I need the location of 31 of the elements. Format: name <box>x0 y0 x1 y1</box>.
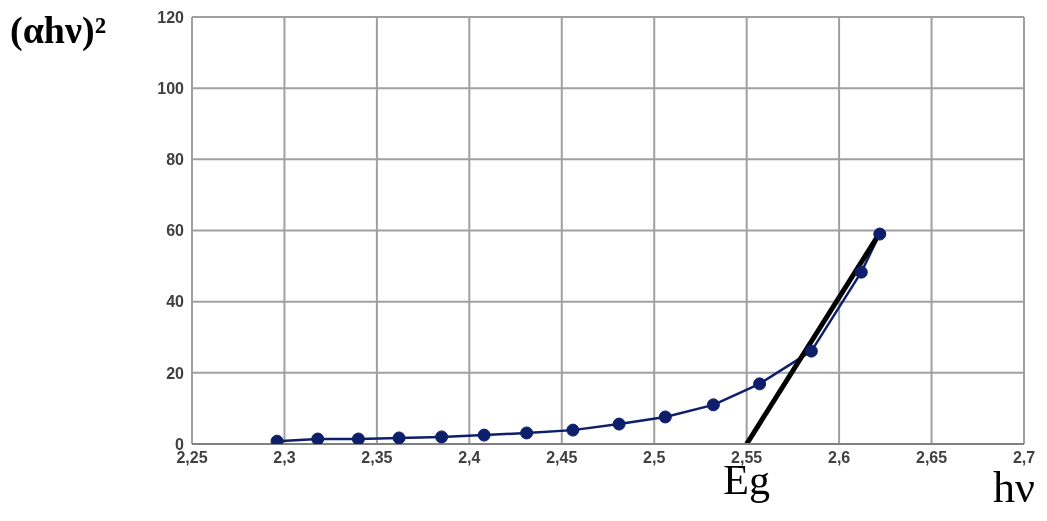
x-tick-label: 2,4 <box>458 449 481 467</box>
y-tick-label: 60 <box>166 222 185 240</box>
x-tick-label: 2,3 <box>273 449 296 467</box>
x-tick-label: 2,5 <box>643 449 666 467</box>
point <box>520 426 534 440</box>
y-tick-label: 80 <box>166 151 185 169</box>
y-tick-label: 40 <box>166 293 185 311</box>
x-tick-label: 2,7 <box>1012 449 1036 467</box>
x-tick-label: 2,35 <box>361 449 393 467</box>
y-tick-label: 100 <box>157 79 185 97</box>
point <box>311 432 325 444</box>
y-tick-label: 120 <box>157 8 185 26</box>
point <box>873 227 887 241</box>
x-tick-label: 2,6 <box>827 449 851 467</box>
point <box>804 344 818 358</box>
point <box>392 431 406 444</box>
x-tick-label: 2,25 <box>176 449 208 467</box>
y-axis-title: (αhν)² <box>10 9 107 51</box>
x-tick-label: 2,45 <box>546 449 578 467</box>
point <box>658 410 672 424</box>
point <box>612 417 626 431</box>
point <box>854 265 868 279</box>
y-tick-label: 20 <box>166 364 185 382</box>
x-tick-label: 2,65 <box>915 449 948 467</box>
point <box>706 398 720 412</box>
point <box>753 377 767 391</box>
point <box>435 430 449 444</box>
point <box>477 428 491 442</box>
point <box>351 432 365 444</box>
x-tick-label: 2,55 <box>731 449 763 467</box>
point <box>566 423 580 437</box>
